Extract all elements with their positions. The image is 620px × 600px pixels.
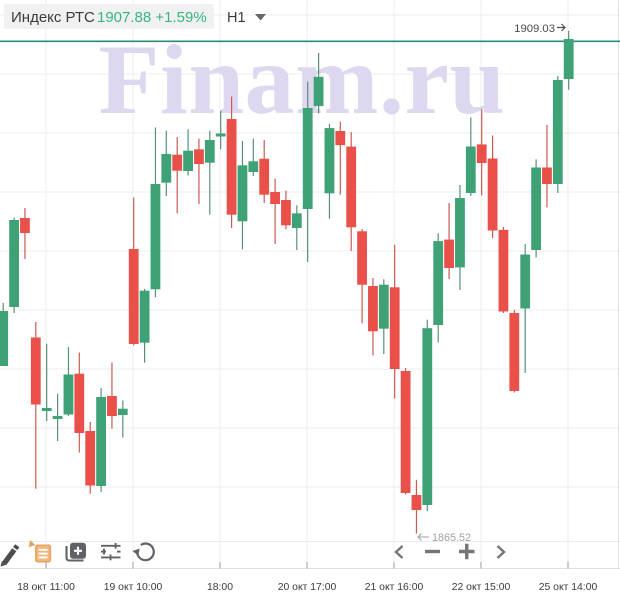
svg-text:Finam.ru: Finam.ru: [98, 24, 505, 135]
svg-text:22 окт 15:00: 22 окт 15:00: [452, 582, 511, 593]
svg-text:21 окт 16:00: 21 окт 16:00: [365, 582, 424, 593]
svg-text:1865.52: 1865.52: [432, 532, 471, 544]
svg-text:20 окт 17:00: 20 окт 17:00: [278, 582, 337, 593]
svg-text:Индекс РТС: Индекс РТС: [11, 9, 95, 26]
svg-text:19 окт 10:00: 19 окт 10:00: [104, 582, 163, 593]
svg-text:25 окт 14:00: 25 окт 14:00: [539, 582, 598, 593]
svg-text:1909.03: 1909.03: [514, 23, 555, 35]
svg-text:18 окт 11:00: 18 окт 11:00: [17, 582, 75, 593]
svg-text:1907.88 +1.59%: 1907.88 +1.59%: [97, 9, 207, 26]
svg-text:18:00: 18:00: [207, 582, 233, 593]
svg-text:H1: H1: [227, 10, 246, 26]
